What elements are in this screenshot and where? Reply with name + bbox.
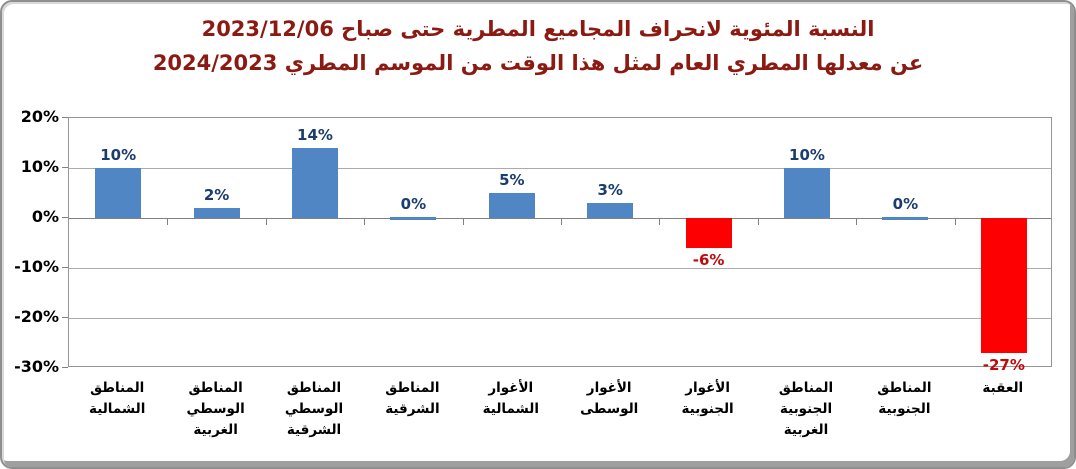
x-axis-tick xyxy=(856,218,858,225)
bar xyxy=(292,148,338,218)
bar-data-label: -6% xyxy=(692,251,725,269)
bar xyxy=(685,218,732,248)
bar xyxy=(390,216,437,220)
y-tick-label: -20% xyxy=(14,307,59,326)
y-tick-label: -10% xyxy=(14,257,59,276)
bar-data-label: 10% xyxy=(789,146,825,164)
bar-data-label: -27% xyxy=(982,356,1025,374)
chart-title-line1: النسبة المئوية لانحراف المجاميع المطرية … xyxy=(201,17,875,41)
y-tick-label: 0% xyxy=(31,207,59,226)
y-tick-mark xyxy=(62,367,68,368)
bar-data-label: 10% xyxy=(100,146,137,164)
category-label: المناطق الوسطي الشرقية xyxy=(284,380,344,438)
bar xyxy=(784,168,830,218)
gridline xyxy=(69,318,1051,319)
y-tick-mark xyxy=(62,217,68,218)
bar-data-label: 3% xyxy=(597,181,623,199)
bar xyxy=(193,208,240,218)
bar-data-label: 5% xyxy=(499,171,525,189)
gridline xyxy=(69,268,1051,269)
x-axis-tick xyxy=(954,218,956,225)
bar xyxy=(882,216,929,220)
category-label: الأغوار الجنوبية xyxy=(681,380,734,417)
category-label: الأغوار الشمالية xyxy=(482,380,539,417)
category-label: المناطق الشمالية xyxy=(89,380,146,417)
y-tick-mark xyxy=(62,267,68,268)
bar-data-label: 0% xyxy=(892,195,919,213)
y-tick-label: 10% xyxy=(20,157,59,176)
bar-data-label: 14% xyxy=(297,126,333,144)
x-axis-tick xyxy=(659,218,661,225)
y-tick-mark xyxy=(62,317,68,318)
chart-title: النسبة المئوية لانحراف المجاميع المطرية … xyxy=(2,12,1074,80)
category-label: المناطق الجنوبية الغربية xyxy=(778,380,834,438)
category-label: العقبة xyxy=(982,380,1024,396)
category-label: المناطق الوسطي الغربية xyxy=(186,380,245,438)
plot-area: 10% 2% 14% 0% 5% 3% -6% 10% 0% -27% xyxy=(68,117,1052,374)
y-tick-mark xyxy=(62,117,68,118)
y-tick-mark xyxy=(62,167,68,168)
x-axis-tick xyxy=(167,218,169,225)
x-axis-tick xyxy=(265,218,267,225)
bar-data-label: 0% xyxy=(400,195,427,213)
chart-title-line2: عن معدلها المطري العام لمثل هذا الوقت من… xyxy=(152,51,924,76)
x-axis-tick xyxy=(364,218,366,225)
bar xyxy=(488,193,535,218)
bar xyxy=(980,218,1027,353)
category-label: المناطق الشرقية xyxy=(385,380,440,417)
x-axis-tick xyxy=(757,218,759,225)
x-axis-tick xyxy=(462,218,464,225)
zero-axis-line xyxy=(69,218,1051,219)
bar-data-label: 2% xyxy=(203,186,230,204)
bar xyxy=(95,168,142,218)
category-label: الأغوار الوسطى xyxy=(580,380,639,417)
y-tick-label: 20% xyxy=(20,107,59,126)
y-tick-label: -30% xyxy=(14,357,59,376)
x-axis-tick xyxy=(561,218,562,225)
category-label: المناطق الجنوبية xyxy=(877,380,932,417)
bar xyxy=(587,203,634,218)
gridline xyxy=(69,168,1051,169)
